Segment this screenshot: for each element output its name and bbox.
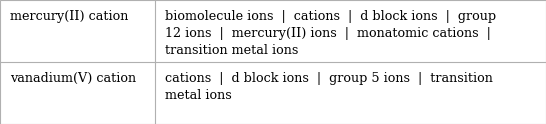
Text: vanadium(V) cation: vanadium(V) cation — [10, 72, 136, 85]
Text: biomolecule ions  |  cations  |  d block ions  |  group
12 ions  |  mercury(II) : biomolecule ions | cations | d block ion… — [165, 10, 496, 57]
Text: cations  |  d block ions  |  group 5 ions  |  transition
metal ions: cations | d block ions | group 5 ions | … — [165, 72, 493, 102]
Text: mercury(II) cation: mercury(II) cation — [10, 10, 128, 23]
